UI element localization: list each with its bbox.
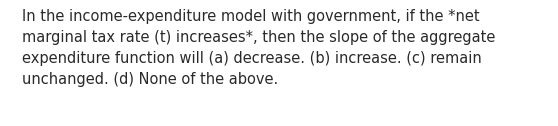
Text: In the income-expenditure model with government, if the *net
marginal tax rate (: In the income-expenditure model with gov… (22, 9, 496, 87)
